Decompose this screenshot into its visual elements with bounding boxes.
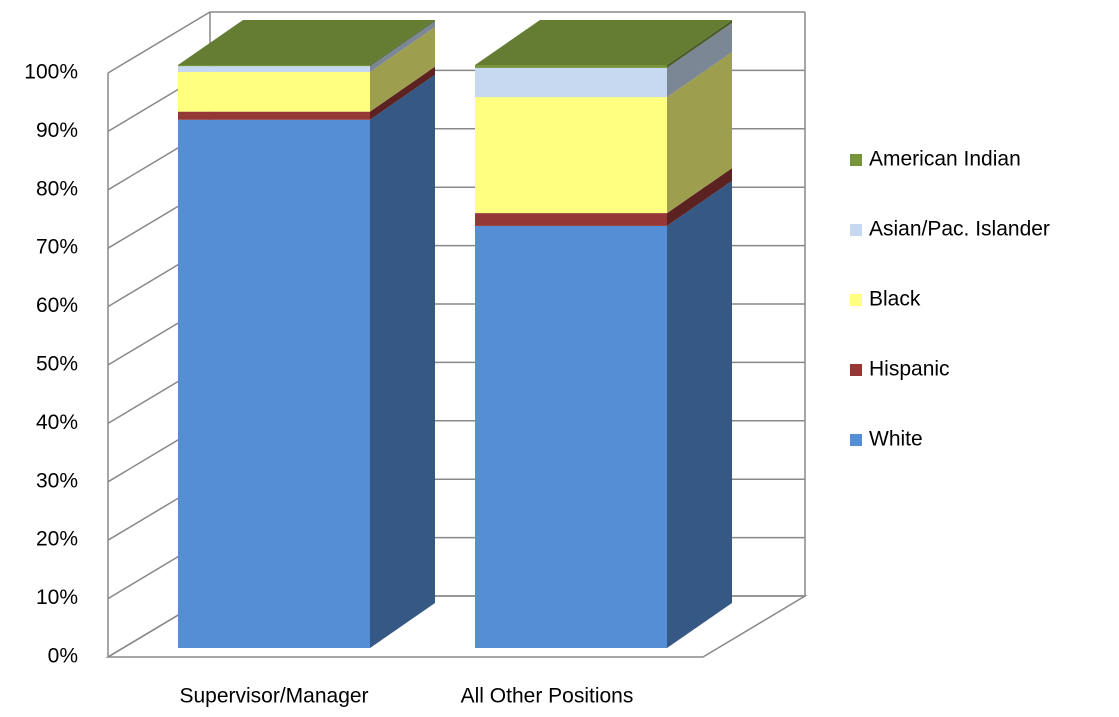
bar-segment	[178, 119, 370, 648]
y-tick-label: 100%	[24, 61, 78, 84]
bar-top	[475, 20, 732, 65]
y-tick-label: 10%	[36, 586, 78, 609]
bar-side	[370, 21, 435, 72]
legend-swatch	[850, 364, 862, 376]
y-tick-label: 80%	[36, 177, 78, 200]
bar-segment	[475, 97, 667, 214]
legend-label: Asian/Pac. Islander	[869, 218, 1050, 241]
y-tick-label: 50%	[36, 353, 78, 376]
legend-label: American Indian	[869, 148, 1021, 171]
y-tick-label: 40%	[36, 411, 78, 434]
y-tick-label: 70%	[36, 236, 78, 259]
legend-label: Black	[869, 288, 921, 311]
bar-side	[370, 20, 435, 67]
bar-segment	[475, 213, 667, 226]
bar-segment	[178, 71, 370, 112]
legend-swatch	[850, 434, 862, 446]
y-tick-label: 60%	[36, 294, 78, 317]
bar-segment	[475, 225, 667, 648]
bar-side	[667, 22, 732, 98]
bar-side	[667, 20, 732, 68]
grid-line	[107, 11, 805, 74]
bar-segment	[178, 65, 370, 67]
legend-swatch	[850, 294, 862, 306]
bar-side	[667, 52, 732, 214]
bar-segment	[475, 67, 667, 98]
y-tick-label: 0%	[48, 645, 78, 668]
legend-label: Hispanic	[869, 358, 950, 381]
y-tick-label: 20%	[36, 528, 78, 551]
bar-segment	[178, 66, 370, 72]
legend-swatch	[850, 224, 862, 236]
bar-side	[370, 26, 435, 112]
bar-segment	[475, 65, 667, 68]
bar-side	[667, 168, 732, 226]
x-tick-label: All Other Positions	[461, 685, 634, 708]
x-tick-label: Supervisor/Manager	[179, 685, 368, 708]
legend-label: White	[869, 428, 923, 451]
bar-side	[370, 74, 435, 648]
bar-top	[178, 20, 435, 65]
bar-segment	[178, 111, 370, 120]
y-tick-label: 90%	[36, 119, 78, 142]
y-tick-label: 30%	[36, 469, 78, 492]
bar-side	[370, 66, 435, 120]
bar-side	[667, 180, 732, 648]
legend-swatch	[850, 154, 862, 166]
